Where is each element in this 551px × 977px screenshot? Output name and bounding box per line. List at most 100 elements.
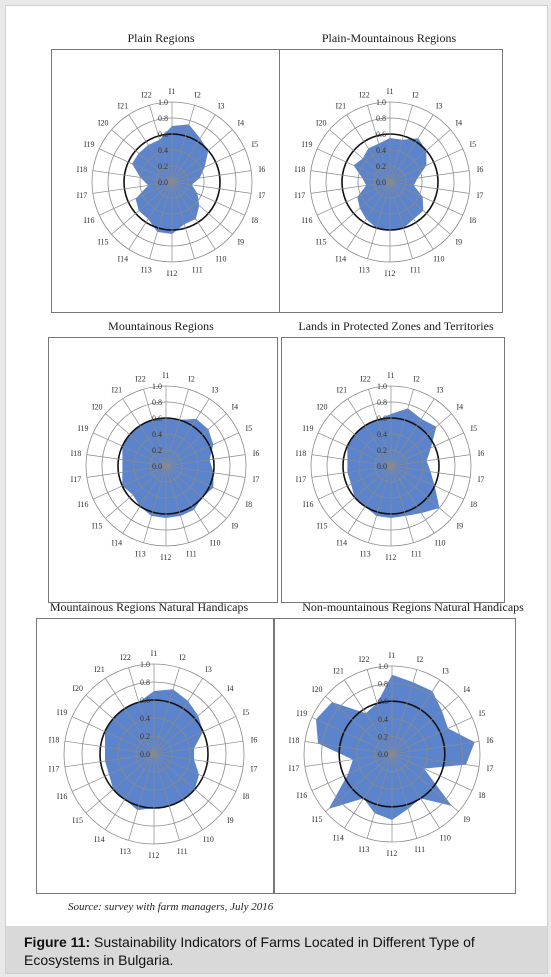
axis-label: I6 (253, 449, 260, 458)
axis-label: I14 (117, 255, 128, 264)
axis-label: I15 (72, 816, 83, 825)
grid-spoke (171, 114, 216, 183)
axis-label: I1 (169, 87, 176, 96)
grid-spoke (165, 465, 210, 534)
axis-label: I5 (243, 708, 250, 717)
ring-label: 0.0 (376, 178, 386, 187)
ring-label: 0.6 (152, 414, 162, 423)
axis-label: I22 (135, 375, 146, 384)
grid-spoke (366, 753, 393, 839)
grid-spoke (171, 105, 195, 183)
grid-spoke (329, 181, 391, 235)
grid-spoke (165, 465, 246, 478)
grid-spoke (165, 465, 189, 543)
grid-spoke (64, 753, 155, 768)
ring-label: 0.2 (140, 732, 150, 741)
grid-spoke (111, 181, 173, 235)
axis-label: I7 (253, 475, 260, 484)
axis-label: I1 (163, 371, 170, 380)
axis-label: I12 (167, 269, 178, 278)
ring-label: 0.2 (158, 162, 168, 171)
axis-label: I11 (192, 265, 202, 274)
axis-label: I15 (316, 238, 327, 247)
axis-label: I19 (297, 709, 308, 718)
axis-label: I5 (245, 424, 252, 433)
grid-spoke (105, 753, 155, 830)
axis-label: I2 (179, 653, 186, 662)
axis-label: I21 (335, 101, 346, 110)
ring-label: 0.4 (376, 146, 386, 155)
axis-label: I20 (92, 402, 103, 411)
axis-label: I11 (186, 549, 196, 558)
axis-label: I8 (251, 216, 258, 225)
grid-spoke (85, 753, 155, 814)
grid-spoke (153, 716, 237, 755)
grid-spoke (389, 114, 434, 183)
axis-label: I6 (477, 165, 484, 174)
radar-chart-3: 0.0 0.2 0.4 0.6 0.8 1.0I1 I2 I3 I4 I5 I6 I7 I8 I9 I10 I… (296, 371, 485, 562)
grid-spoke (92, 181, 173, 194)
grid-spoke (344, 679, 393, 755)
grid-spoke (71, 753, 155, 792)
radar-chart-4: 0.0 0.2 0.4 0.6 0.8 1.0I1 I2 I3 I4 I5 I6 I7 I8 I9 I10 I… (49, 649, 258, 860)
axis-label: I13 (359, 845, 370, 854)
grid-spoke (171, 181, 252, 194)
grid-spoke (86, 454, 167, 467)
grid-spoke (93, 432, 167, 467)
chart-title-mountainous-handicaps: Mountainous Regions Natural Handicaps (49, 600, 249, 614)
axis-label: I6 (487, 736, 494, 745)
grid-spoke (391, 717, 473, 755)
axis-label: I16 (303, 500, 314, 509)
axis-label: I22 (359, 655, 370, 664)
axis-label: I21 (111, 385, 122, 394)
ring-label: 0.6 (377, 414, 387, 423)
grid-spoke (105, 413, 167, 467)
axis-label: I13 (359, 265, 370, 274)
ring-label: 0.0 (140, 750, 150, 759)
grid-spoke (330, 465, 392, 519)
grid-spoke (153, 740, 244, 755)
axis-label: I4 (463, 685, 470, 694)
axis-label: I4 (455, 118, 462, 127)
grid-spoke (366, 669, 393, 755)
axis-label: I3 (205, 665, 212, 674)
axis-label: I2 (188, 375, 195, 384)
grid-spoke (128, 114, 173, 183)
axis-label: I7 (251, 764, 258, 773)
ring-label: 0.6 (158, 130, 168, 139)
axis-label: I19 (303, 424, 314, 433)
grid-spoke (390, 413, 452, 467)
axis-label: I22 (141, 91, 152, 100)
axis-label: I18 (71, 449, 82, 458)
axis-label: I12 (385, 269, 396, 278)
grid-spoke (391, 753, 440, 829)
radar-chart-2: 0.0 0.2 0.4 0.6 0.8 1.0I1 I2 I3 I4 I5 I6 I7 I8 I9 I10 I… (71, 371, 260, 562)
grid-spoke (311, 753, 393, 791)
axis-label: I14 (336, 539, 347, 548)
ring-label: 0.2 (376, 162, 386, 171)
axis-label: I13 (360, 549, 371, 558)
grid-spoke (318, 432, 392, 467)
grid-spoke (390, 465, 435, 534)
ring-label: 0.8 (377, 398, 387, 407)
axis-label: I22 (120, 653, 131, 662)
ring-label: 0.4 (378, 715, 388, 724)
axis-label: I16 (297, 791, 308, 800)
grid-spoke (171, 181, 233, 235)
axis-label: I20 (312, 685, 323, 694)
axis-label: I20 (98, 118, 109, 127)
grid-spoke (128, 753, 155, 841)
axis-label: I7 (259, 191, 266, 200)
grid-spoke (165, 398, 210, 467)
grid-spoke (391, 741, 480, 755)
grid-spoke (153, 753, 223, 814)
grid-spoke (390, 454, 471, 467)
ring-label: 1.0 (152, 382, 162, 391)
axis-label: I15 (317, 522, 328, 531)
axis-label: I2 (413, 375, 420, 384)
grid-spoke (153, 753, 180, 841)
ring-label: 0.6 (378, 697, 388, 706)
grid-spoke (318, 465, 392, 500)
axis-label: I10 (203, 835, 214, 844)
grid-spoke (143, 389, 167, 467)
